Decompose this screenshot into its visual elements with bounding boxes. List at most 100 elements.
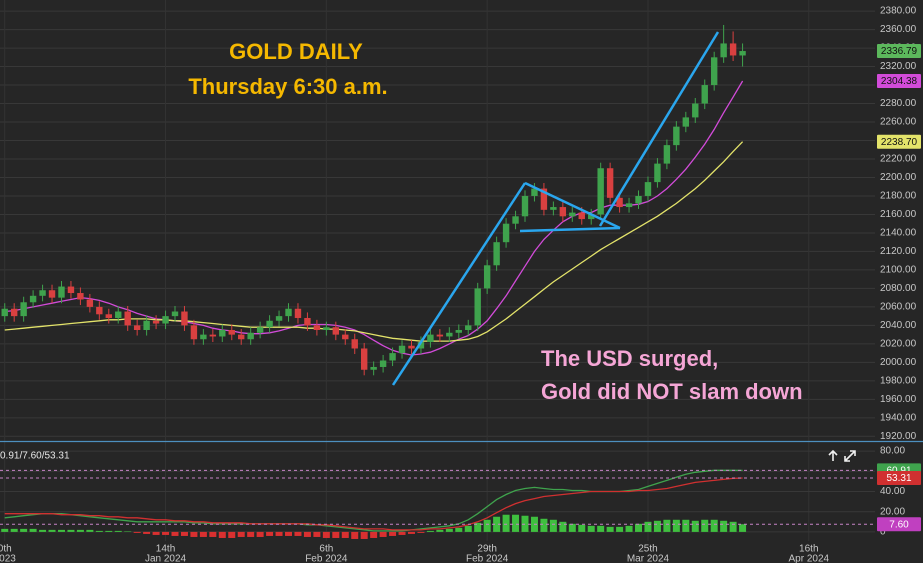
y-tick-label: 1960.00 <box>880 394 917 405</box>
y-tick-label: 2380.00 <box>880 6 917 17</box>
candle-body <box>370 366 377 370</box>
candle-body <box>29 295 37 303</box>
candle-body <box>1 308 8 317</box>
value-tag-label: 53.31 <box>886 473 911 484</box>
histogram-bar <box>635 523 643 532</box>
candle-body <box>143 320 150 330</box>
histogram-bar <box>124 531 132 532</box>
x-tick-label: 25th <box>638 544 657 555</box>
candle-body <box>379 360 387 367</box>
value-tag <box>877 44 921 59</box>
y-tick-label: 0 <box>880 527 886 538</box>
histogram-bar <box>48 529 56 532</box>
histogram-bar <box>663 519 671 532</box>
x-tick-label: Jan 2024 <box>145 554 187 563</box>
y-tick-label: 40.00 <box>880 486 905 497</box>
candle-body <box>228 330 235 335</box>
histogram-bar <box>379 531 387 537</box>
candle-body <box>389 353 396 361</box>
candle-body <box>569 212 576 217</box>
value-tag-label: 7.60 <box>889 519 909 530</box>
histogram-bar <box>57 529 65 532</box>
histogram-bar <box>360 531 368 539</box>
icon-expand[interactable] <box>844 450 856 462</box>
candle-body <box>10 308 18 317</box>
histogram-bar <box>720 520 728 532</box>
histogram-bar <box>701 519 709 532</box>
candle-body <box>408 345 415 349</box>
candle-body <box>673 126 680 146</box>
candle-body <box>720 43 727 58</box>
histogram-bar <box>739 524 747 532</box>
candle-body <box>512 216 519 224</box>
histogram-bar <box>133 531 141 533</box>
value-tag-label: 2304.38 <box>881 76 918 87</box>
indicator-legend: 0.91/7.60/53.31 <box>0 451 70 462</box>
value-tag <box>877 471 921 486</box>
y-tick-label: 2140.00 <box>880 228 917 239</box>
value-tag <box>877 134 921 149</box>
x-tick-label: Apr 2024 <box>788 554 829 563</box>
histogram-bar <box>180 531 188 536</box>
candle-body <box>20 302 27 317</box>
histogram-bar <box>218 531 226 538</box>
histogram-bar <box>114 530 122 532</box>
value-tag <box>877 517 921 532</box>
candle-body <box>48 290 56 298</box>
histogram-bar <box>398 531 406 535</box>
histogram-bar <box>322 531 330 538</box>
histogram-bar <box>29 528 37 532</box>
chart-subtitle: Thursday 6:30 a.m. <box>188 74 387 99</box>
histogram-bar <box>616 526 624 532</box>
value-tag-label: 2336.79 <box>881 46 918 57</box>
chart-title: GOLD DAILY <box>229 39 363 64</box>
x-tick-label: 29th <box>477 544 496 555</box>
histogram-bar <box>199 531 207 537</box>
histogram-bar <box>266 531 274 536</box>
histogram-bar <box>389 531 397 536</box>
candle-body <box>606 168 614 198</box>
candle-body <box>446 332 453 337</box>
x-tick-label: 14th <box>156 544 175 555</box>
histogram-bar <box>653 520 661 532</box>
trendline <box>391 182 527 386</box>
value-tag-label: 60.91 <box>886 466 911 477</box>
candle-body <box>209 334 217 337</box>
histogram-bar <box>644 521 652 532</box>
x-tick-label: Mar 2024 <box>627 554 670 563</box>
candle-body <box>162 316 169 324</box>
y-tick-label: 1980.00 <box>880 375 917 386</box>
y-tick-label: 2200.00 <box>880 172 917 183</box>
pane-controls[interactable] <box>828 449 856 462</box>
histogram-bar <box>351 531 359 539</box>
candle-body <box>493 242 500 266</box>
y-tick-label: 80.00 <box>880 446 905 457</box>
y-tick-label: 2040.00 <box>880 320 917 331</box>
annotation: The USD surged, <box>541 346 718 371</box>
candle-body <box>133 325 141 330</box>
candle-body <box>294 308 302 318</box>
histogram-bar <box>10 528 18 532</box>
histogram-bar <box>426 530 434 532</box>
histogram-bar <box>86 529 94 532</box>
histogram-bar <box>67 529 75 532</box>
icon-move-up[interactable] <box>828 449 838 461</box>
candle-body <box>502 223 510 243</box>
annotation: Gold did NOT slam down <box>541 379 803 404</box>
candle-body <box>219 330 226 337</box>
candle-body <box>521 195 529 217</box>
x-tick-label: 16th <box>799 544 818 555</box>
y-tick-label: 2320.00 <box>880 61 917 72</box>
y-tick-label: 2160.00 <box>880 209 917 220</box>
candle-body <box>332 327 340 335</box>
y-tick-label: 2000.00 <box>880 357 917 368</box>
y-tick-label: 2120.00 <box>880 246 917 257</box>
histogram-bar <box>20 528 28 532</box>
candle-body <box>238 334 245 340</box>
histogram-bar <box>436 529 444 532</box>
histogram-bar <box>606 526 614 532</box>
y-tick-label: 2260.00 <box>880 117 917 128</box>
